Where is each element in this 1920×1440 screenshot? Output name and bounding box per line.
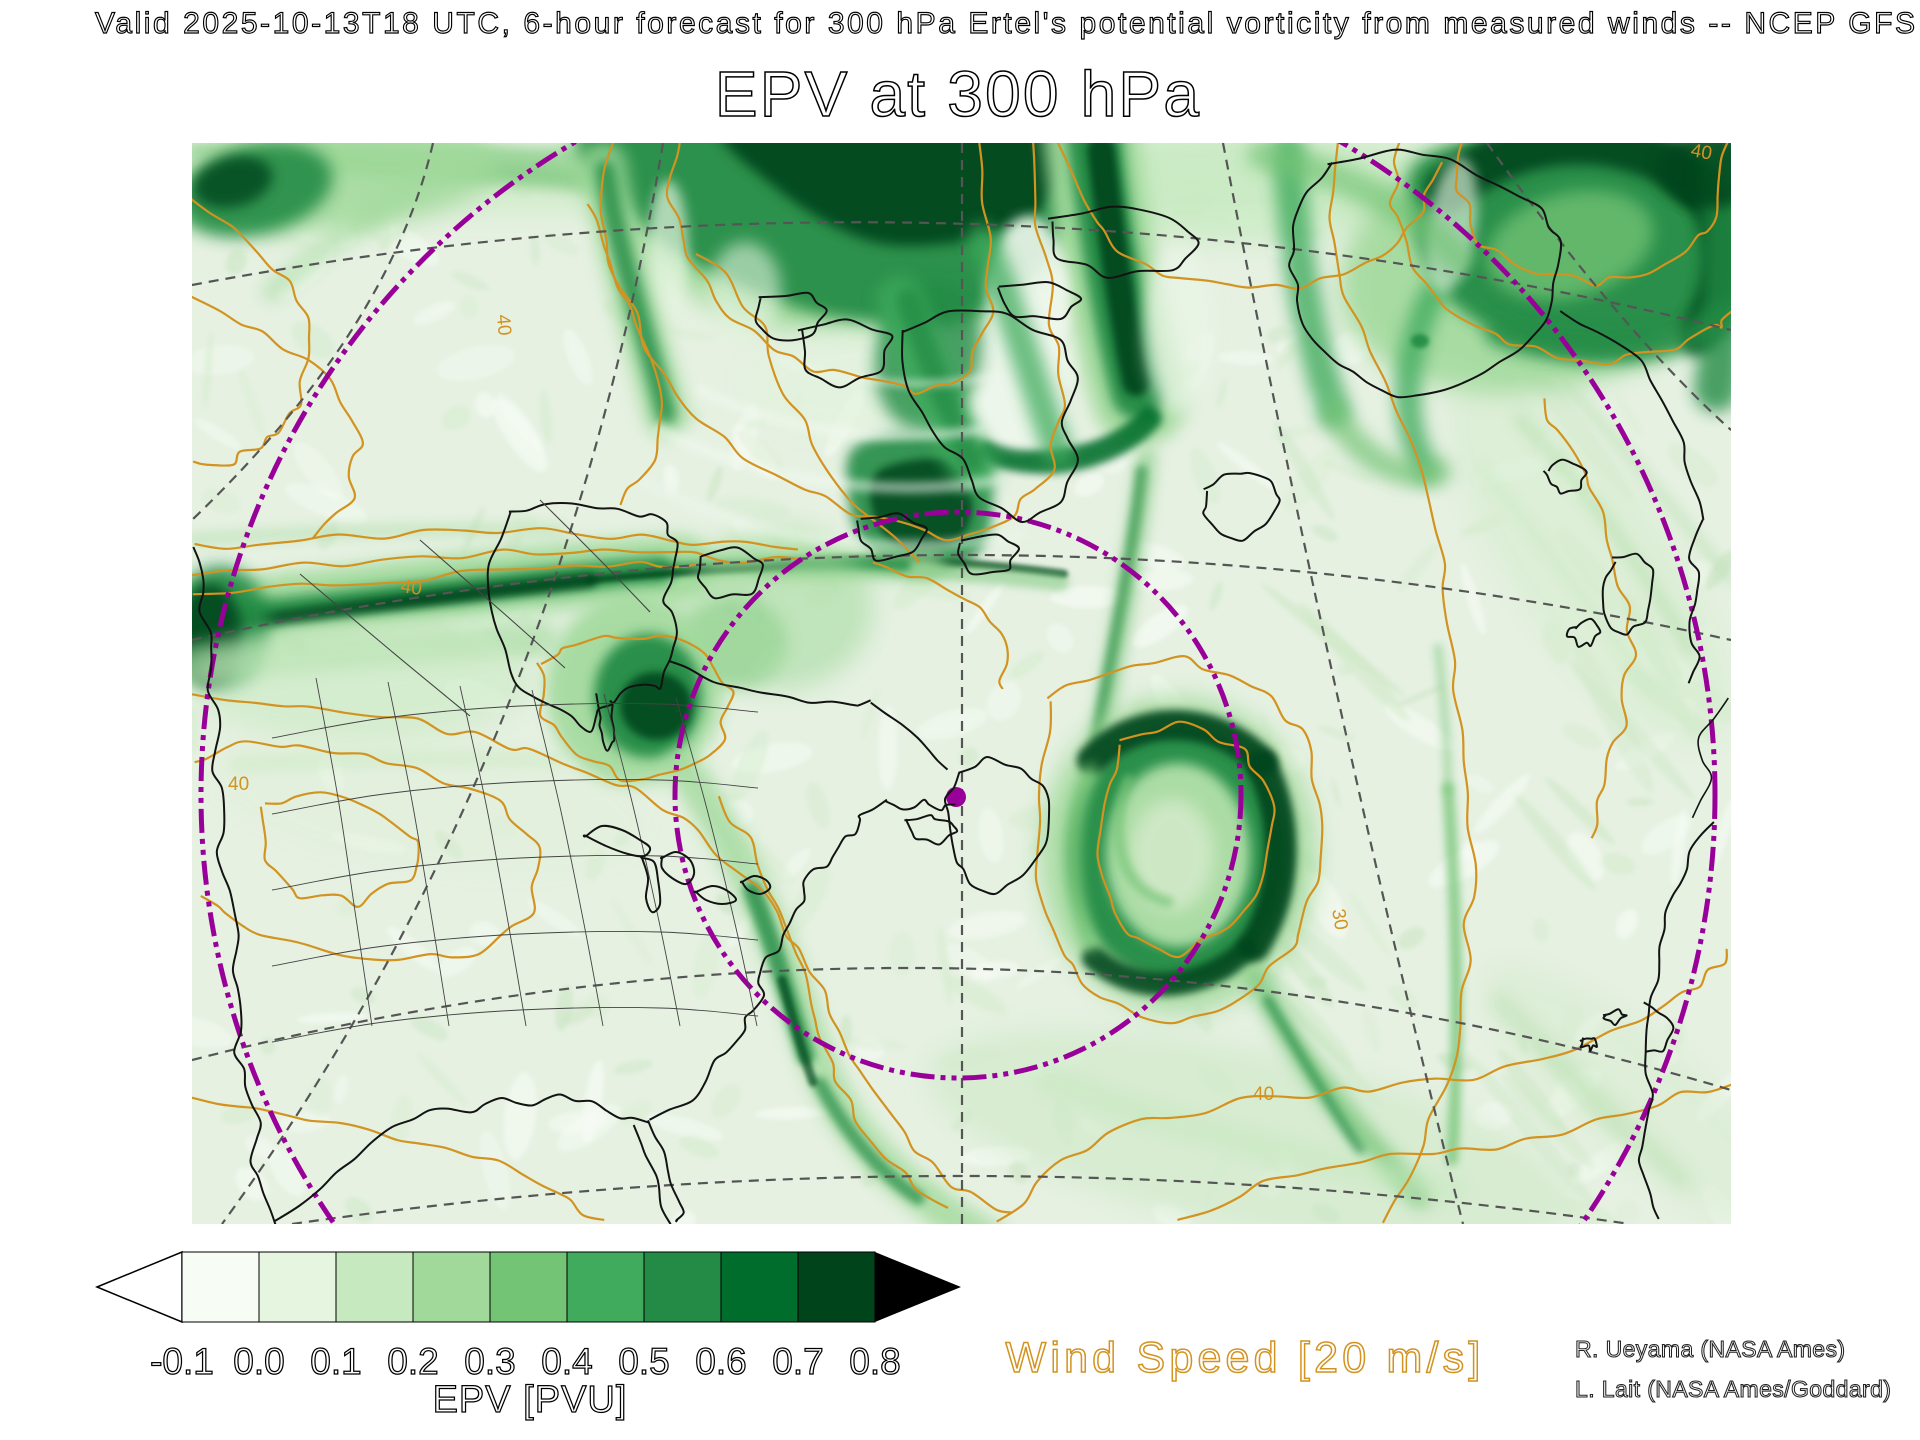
svg-text:0.4: 0.4 bbox=[541, 1341, 592, 1382]
svg-text:40: 40 bbox=[492, 314, 515, 337]
svg-text:0.3: 0.3 bbox=[464, 1341, 515, 1382]
svg-text:0.8: 0.8 bbox=[849, 1341, 900, 1382]
svg-text:30: 30 bbox=[1327, 907, 1351, 931]
svg-text:EPV at 300 hPa: EPV at 300 hPa bbox=[715, 58, 1201, 130]
svg-text:R. Ueyama (NASA Ames): R. Ueyama (NASA Ames) bbox=[1575, 1336, 1845, 1362]
svg-text:40: 40 bbox=[1689, 140, 1713, 164]
svg-text:Wind Speed [20 m/s]: Wind Speed [20 m/s] bbox=[1006, 1334, 1485, 1382]
svg-text:40: 40 bbox=[1253, 1084, 1274, 1105]
svg-text:40: 40 bbox=[228, 774, 249, 795]
svg-text:-0.1: -0.1 bbox=[150, 1341, 214, 1382]
svg-text:Valid 2025-10-13T18 UTC, 6-hou: Valid 2025-10-13T18 UTC, 6-hour forecast… bbox=[95, 7, 1918, 40]
svg-text:EPV [PVU]: EPV [PVU] bbox=[433, 1379, 628, 1421]
svg-text:0.7: 0.7 bbox=[772, 1341, 823, 1382]
svg-text:0.2: 0.2 bbox=[387, 1341, 438, 1382]
svg-text:L. Lait (NASA Ames/Goddard): L. Lait (NASA Ames/Goddard) bbox=[1575, 1376, 1891, 1402]
svg-text:0.0: 0.0 bbox=[233, 1341, 284, 1382]
svg-text:0.1: 0.1 bbox=[310, 1341, 361, 1382]
svg-text:0.5: 0.5 bbox=[618, 1341, 669, 1382]
svg-text:0.6: 0.6 bbox=[695, 1341, 746, 1382]
svg-text:40: 40 bbox=[399, 576, 423, 600]
